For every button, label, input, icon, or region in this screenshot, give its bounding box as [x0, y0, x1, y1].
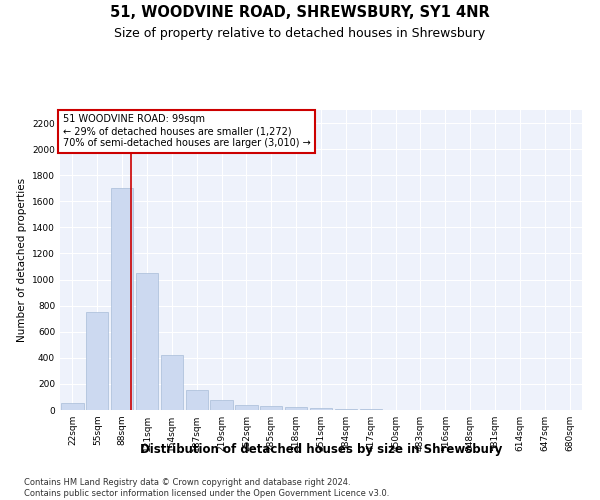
Bar	[285, 407, 307, 410]
Bar	[335, 408, 357, 410]
Bar	[185, 390, 208, 410]
Bar	[86, 312, 109, 410]
Text: Distribution of detached houses by size in Shrewsbury: Distribution of detached houses by size …	[140, 442, 502, 456]
Bar	[260, 406, 283, 410]
Bar	[211, 400, 233, 410]
Text: Size of property relative to detached houses in Shrewsbury: Size of property relative to detached ho…	[115, 28, 485, 40]
Y-axis label: Number of detached properties: Number of detached properties	[17, 178, 26, 342]
Bar	[310, 408, 332, 410]
Bar	[111, 188, 133, 410]
Text: 51 WOODVINE ROAD: 99sqm
← 29% of detached houses are smaller (1,272)
70% of semi: 51 WOODVINE ROAD: 99sqm ← 29% of detache…	[62, 114, 310, 148]
Bar	[136, 273, 158, 410]
Text: 51, WOODVINE ROAD, SHREWSBURY, SY1 4NR: 51, WOODVINE ROAD, SHREWSBURY, SY1 4NR	[110, 5, 490, 20]
Bar	[235, 405, 257, 410]
Text: Contains HM Land Registry data © Crown copyright and database right 2024.
Contai: Contains HM Land Registry data © Crown c…	[24, 478, 389, 498]
Bar	[61, 404, 83, 410]
Bar	[161, 355, 183, 410]
